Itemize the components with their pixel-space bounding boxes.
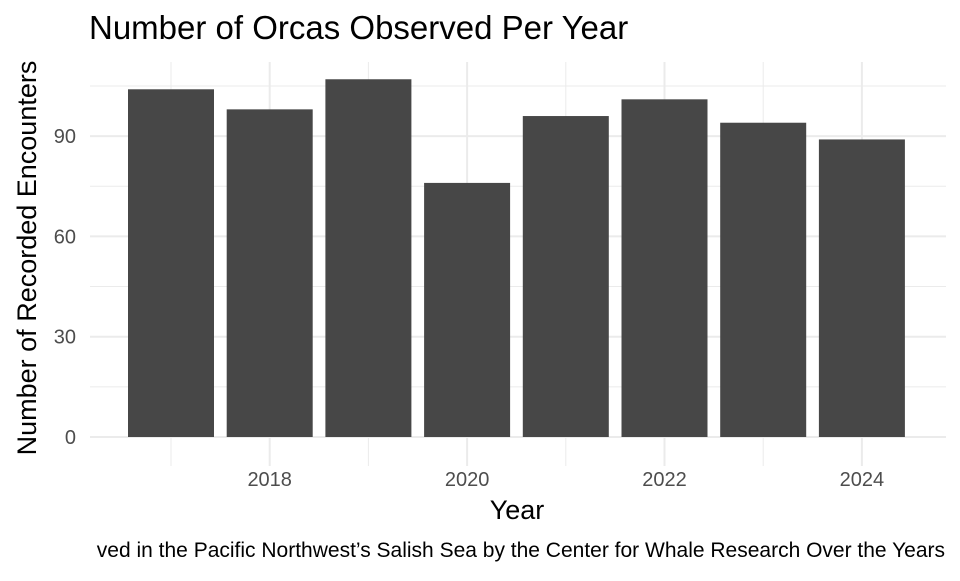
bar-2019 [325,79,412,437]
bar-2018 [226,109,313,437]
chart-caption: ved in the Pacific Northwest’s Salish Se… [97,539,945,562]
x-axis-label: Year [490,495,545,525]
bar-2022 [621,99,708,437]
x-tick-label: 2020 [445,469,490,491]
bar-2021 [522,116,609,437]
grid-lines [90,62,946,466]
y-axis-label: Number of Recorded Encounters [12,61,42,456]
y-tick-label: 0 [65,427,76,449]
bar-2023 [720,122,807,437]
x-tick-label: 2024 [840,469,885,491]
bar-2017 [128,89,214,437]
y-axis-ticks: 0 30 60 90 [54,126,76,449]
x-tick-label: 2018 [247,469,292,491]
y-tick-label: 60 [54,226,76,248]
bar-2024 [818,139,905,437]
x-axis-ticks: 2018 2020 2022 2024 [247,469,884,491]
x-tick-label: 2022 [642,469,687,491]
bars [128,79,905,437]
y-tick-label: 90 [54,126,76,148]
bar-2020 [424,182,511,437]
chart-title: Number of Orcas Observed Per Year [89,9,628,46]
y-tick-label: 30 [54,327,76,349]
